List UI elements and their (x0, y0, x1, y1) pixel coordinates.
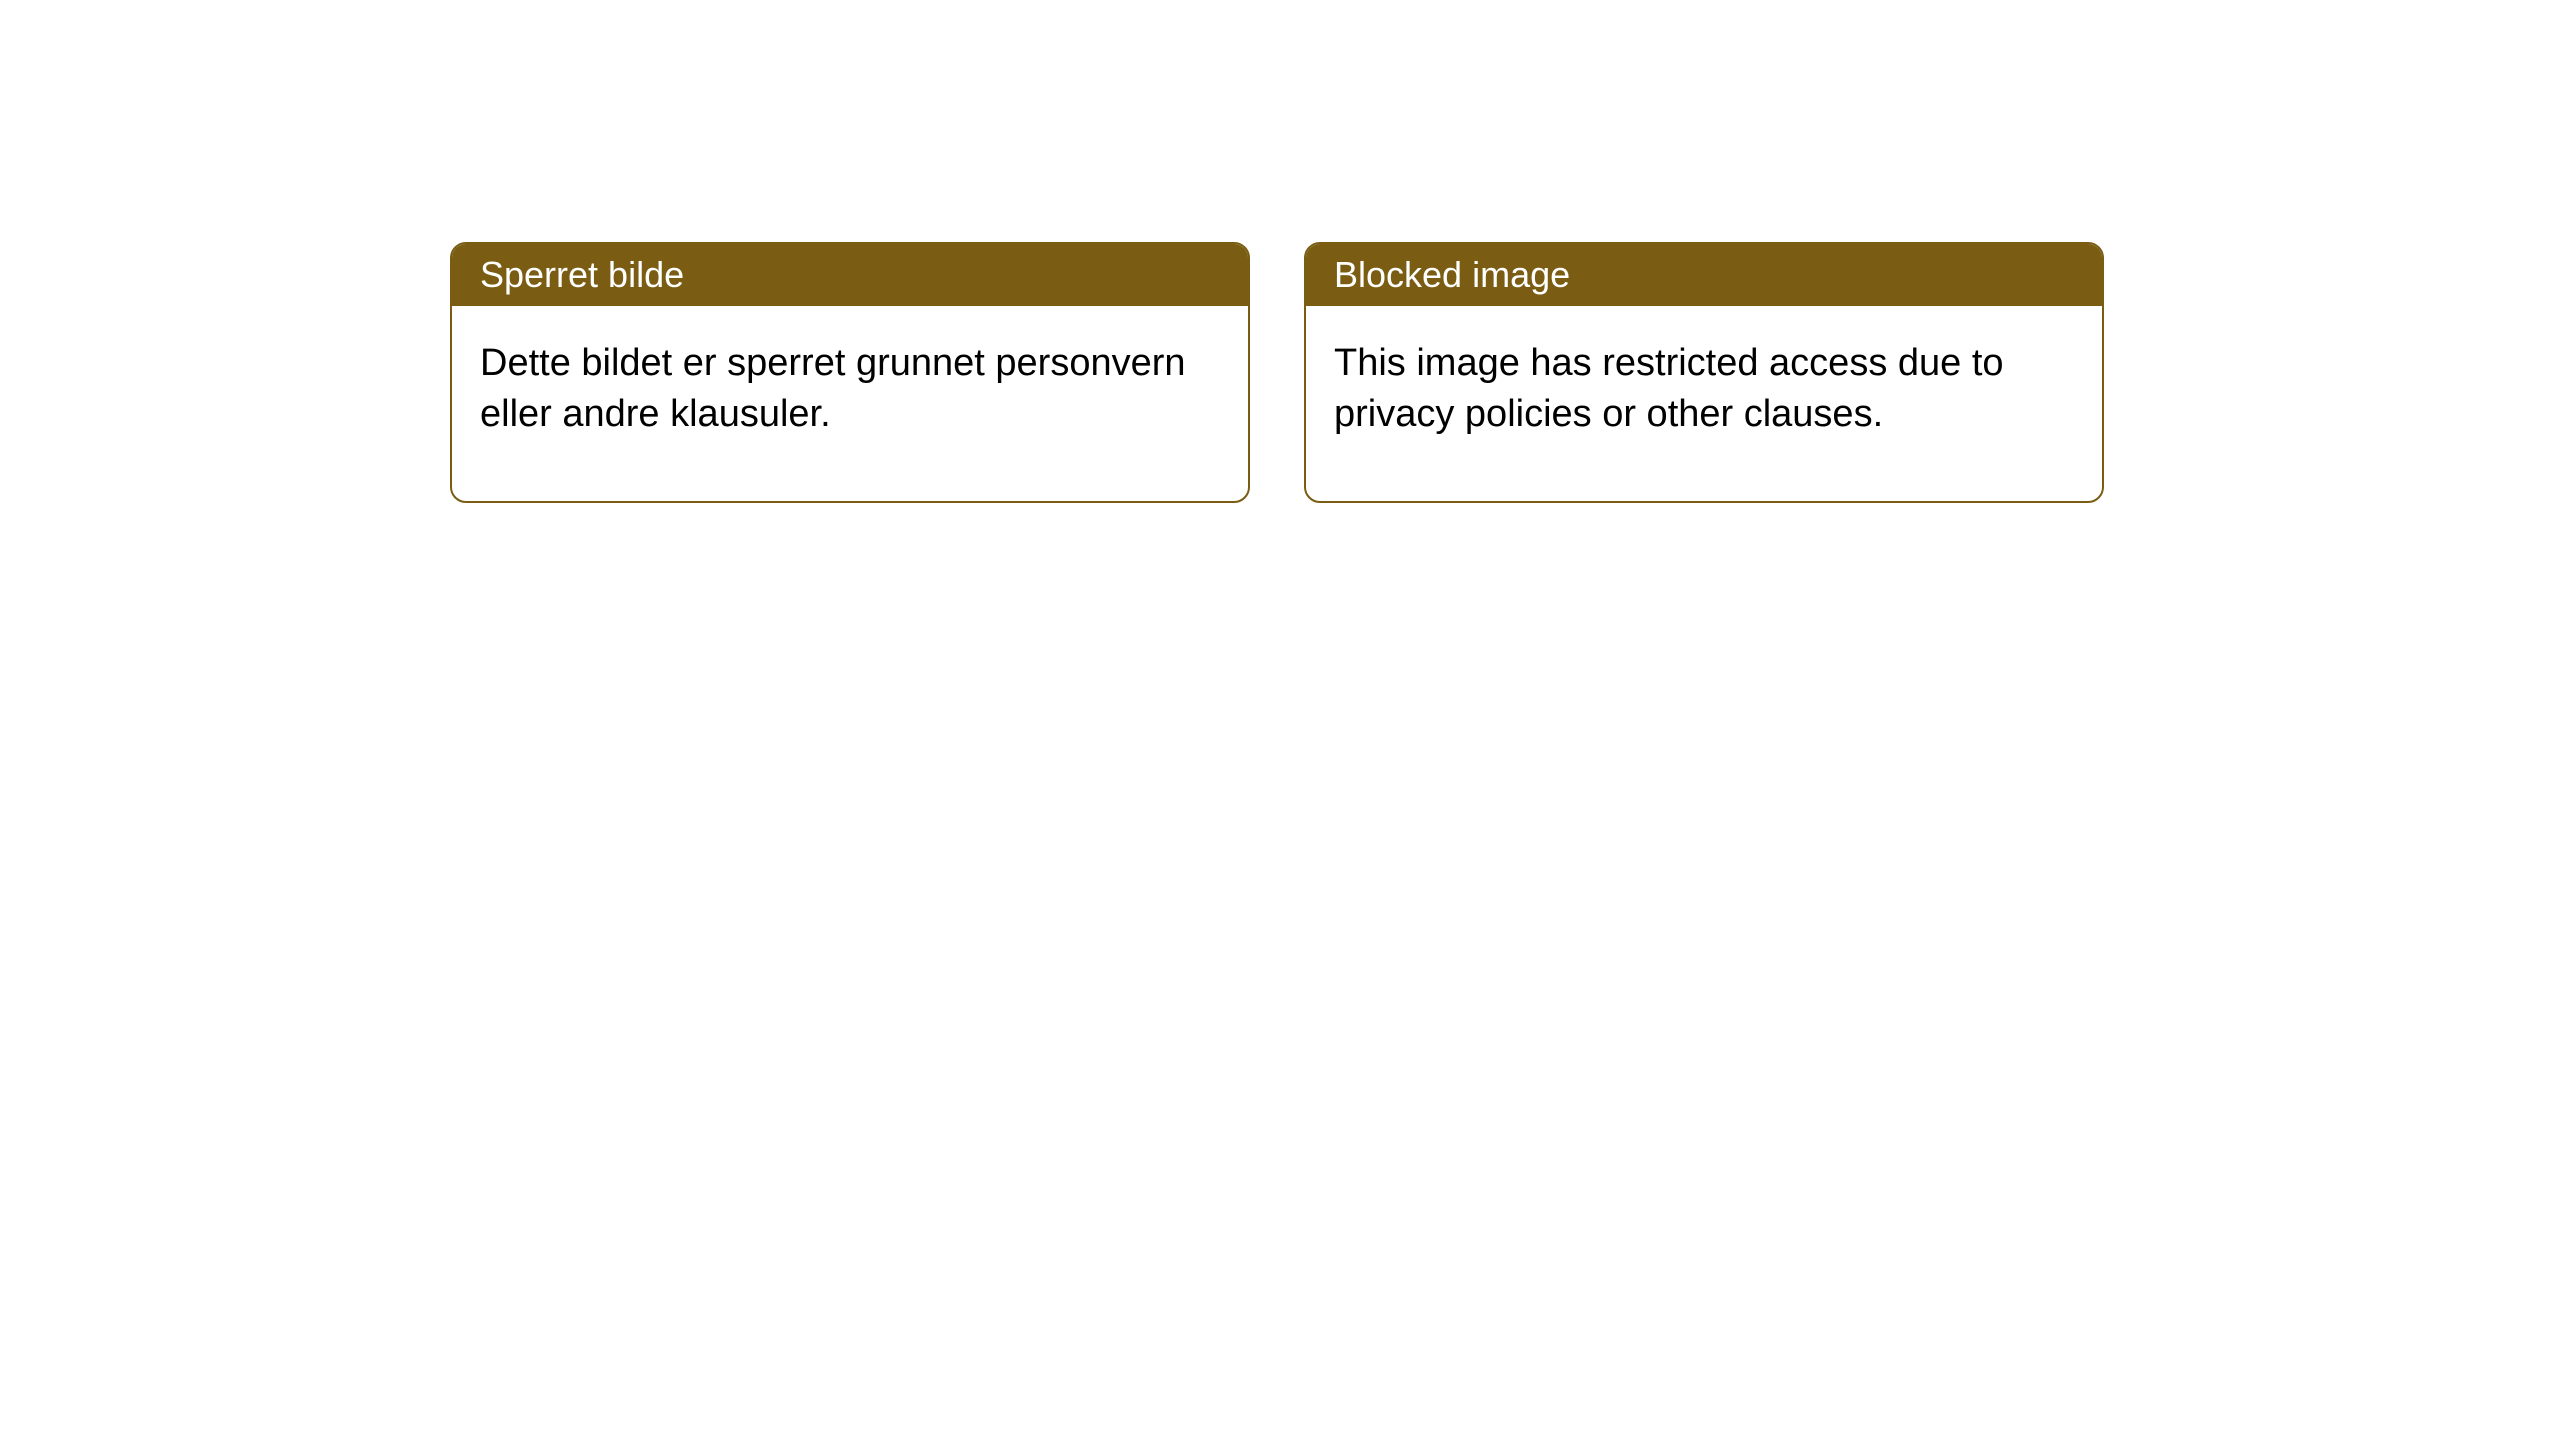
notice-box-english: Blocked image This image has restricted … (1304, 242, 2104, 503)
notice-title-english: Blocked image (1334, 254, 1570, 295)
notice-body-norwegian: Dette bildet er sperret grunnet personve… (452, 306, 1248, 501)
notice-box-norwegian: Sperret bilde Dette bildet er sperret gr… (450, 242, 1250, 503)
notice-header-norwegian: Sperret bilde (452, 244, 1248, 306)
notice-body-english: This image has restricted access due to … (1306, 306, 2102, 501)
notice-container: Sperret bilde Dette bildet er sperret gr… (450, 242, 2104, 503)
notice-text-english: This image has restricted access due to … (1334, 342, 2004, 435)
notice-title-norwegian: Sperret bilde (480, 254, 684, 295)
notice-text-norwegian: Dette bildet er sperret grunnet personve… (480, 342, 1186, 435)
notice-header-english: Blocked image (1306, 244, 2102, 306)
